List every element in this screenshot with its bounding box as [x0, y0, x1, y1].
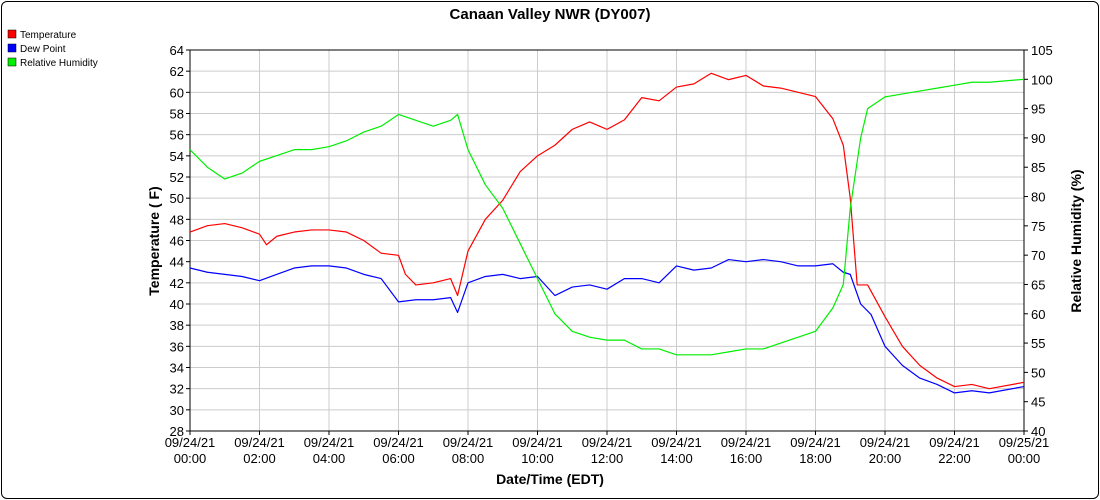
y2-tick-label: 80 [1031, 190, 1045, 205]
y2-tick-label: 50 [1031, 365, 1045, 380]
y2-axis-ticks: 40 45 50 55 60 65 70 75 80 85 90 95 100 105 [1024, 43, 1053, 439]
y2-axis-label: Relative Humidity (%) [1068, 169, 1084, 312]
y-tick-label: 42 [170, 276, 184, 291]
y-tick-label: 52 [170, 170, 184, 185]
y-tick-label: 38 [170, 318, 184, 333]
x-tick-time: 18:00 [799, 451, 832, 466]
x-tick-date: 09/24/21 [512, 435, 563, 450]
series-line-temperature [189, 72, 1025, 390]
x-axis-label: Date/Time (EDT) [496, 471, 604, 487]
y2-tick-label: 100 [1031, 72, 1053, 87]
grid [189, 49, 1025, 432]
x-tick-date: 09/24/21 [304, 435, 355, 450]
x-tick-time: 00:00 [174, 451, 207, 466]
y-tick-label: 60 [170, 85, 184, 100]
x-tick-time: 02:00 [243, 451, 276, 466]
y-tick-label: 36 [170, 339, 184, 354]
y2-tick-label: 55 [1031, 336, 1045, 351]
series-line-dew-point [189, 258, 1025, 394]
x-tick-date: 09/25/21 [999, 435, 1050, 450]
x-tick-date: 09/24/21 [929, 435, 980, 450]
legend-label: Temperature [20, 30, 77, 41]
x-tick-time: 14:00 [660, 451, 693, 466]
x-tick-time: 20:00 [869, 451, 902, 466]
x-tick-date: 09/24/21 [651, 435, 702, 450]
legend: Temperature Dew Point Relative Humidity [7, 29, 98, 69]
y-tick-label: 34 [170, 361, 184, 376]
y-tick-label: 30 [170, 403, 184, 418]
x-tick-date: 09/24/21 [443, 435, 494, 450]
legend-swatch [7, 29, 17, 39]
y-tick-label: 50 [170, 191, 184, 206]
x-tick-date: 09/24/21 [234, 435, 285, 450]
x-tick-time: 12:00 [591, 451, 624, 466]
x-tick-time: 08:00 [452, 451, 485, 466]
legend-label: Dew Point [20, 44, 66, 55]
y-tick-label: 64 [170, 43, 184, 58]
y2-tick-label: 45 [1031, 395, 1045, 410]
y2-tick-label: 60 [1031, 307, 1045, 322]
y2-tick-label: 65 [1031, 277, 1045, 292]
legend-swatch [7, 57, 17, 67]
y-tick-label: 44 [170, 255, 184, 270]
y2-tick-label: 105 [1031, 43, 1053, 58]
x-tick-time: 16:00 [730, 451, 763, 466]
y-tick-label: 62 [170, 64, 184, 79]
y-tick-label: 58 [170, 107, 184, 122]
x-tick-date: 09/24/21 [165, 435, 216, 450]
x-tick-time: 06:00 [382, 451, 415, 466]
x-axis-ticks: 09/24/2100:0009/24/2102:0009/24/2104:000… [165, 431, 1050, 466]
y-tick-label: 56 [170, 128, 184, 143]
y-tick-label: 40 [170, 297, 184, 312]
y2-tick-label: 95 [1031, 102, 1045, 117]
x-tick-date: 09/24/21 [790, 435, 841, 450]
legend-swatch [7, 43, 17, 53]
x-tick-date: 09/24/21 [582, 435, 633, 450]
x-tick-date: 09/24/21 [860, 435, 911, 450]
x-tick-time: 22:00 [938, 451, 971, 466]
y-tick-label: 28 [170, 424, 184, 439]
x-tick-time: 04:00 [313, 451, 346, 466]
y2-tick-label: 70 [1031, 248, 1045, 263]
x-tick-time: 10:00 [521, 451, 554, 466]
y2-tick-label: 75 [1031, 219, 1045, 234]
legend-label: Relative Humidity [20, 58, 98, 69]
y2-tick-label: 40 [1031, 424, 1045, 439]
series-layer [189, 72, 1025, 394]
y-tick-label: 32 [170, 382, 184, 397]
chart-title: Canaan Valley NWR (DY007) [450, 6, 651, 23]
y-tick-label: 54 [170, 149, 184, 164]
y-axis-ticks: 28 30 32 34 36 38 40 42 44 46 48 50 52 54 56 58 60 62 64 [170, 43, 190, 439]
y2-tick-label: 90 [1031, 131, 1045, 146]
y2-tick-label: 85 [1031, 160, 1045, 175]
y-tick-label: 46 [170, 234, 184, 249]
y-tick-label: 48 [170, 212, 184, 227]
x-tick-date: 09/24/21 [373, 435, 424, 450]
y-axis-label: Temperature ( F) [146, 186, 162, 295]
series-line-relative-humidity [189, 78, 1025, 356]
x-tick-time: 00:00 [1008, 451, 1041, 466]
x-tick-date: 09/24/21 [721, 435, 772, 450]
